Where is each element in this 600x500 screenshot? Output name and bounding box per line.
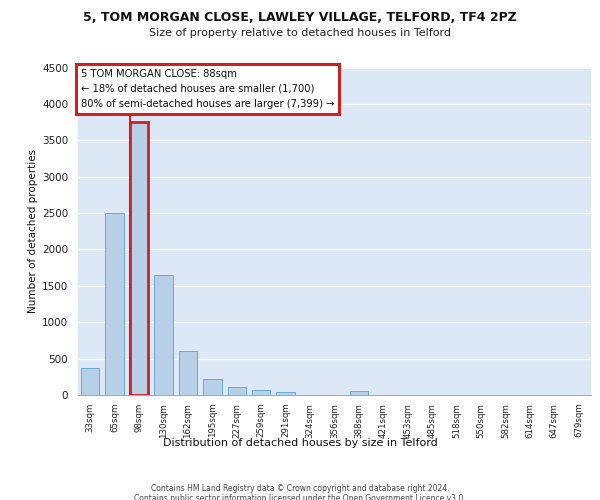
Text: Size of property relative to detached houses in Telford: Size of property relative to detached ho… [149,28,451,38]
Bar [350,390,368,395]
Bar [179,352,197,395]
Text: 5 TOM MORGAN CLOSE: 88sqm
← 18% of detached houses are smaller (1,700)
80% of se: 5 TOM MORGAN CLOSE: 88sqm ← 18% of detac… [80,69,334,108]
Bar [81,368,100,395]
Text: Contains HM Land Registry data © Crown copyright and database right 2024.: Contains HM Land Registry data © Crown c… [151,484,449,493]
Text: 5, TOM MORGAN CLOSE, LAWLEY VILLAGE, TELFORD, TF4 2PZ: 5, TOM MORGAN CLOSE, LAWLEY VILLAGE, TEL… [83,11,517,24]
Y-axis label: Number of detached properties: Number of detached properties [28,149,38,314]
Bar [252,390,271,395]
Bar [227,387,246,395]
Text: Distribution of detached houses by size in Telford: Distribution of detached houses by size … [163,438,437,448]
Bar [203,378,221,395]
Bar [277,392,295,395]
Text: Contains public sector information licensed under the Open Government Licence v3: Contains public sector information licen… [134,494,466,500]
Bar [130,122,148,395]
Bar [154,275,173,395]
Bar [106,213,124,395]
